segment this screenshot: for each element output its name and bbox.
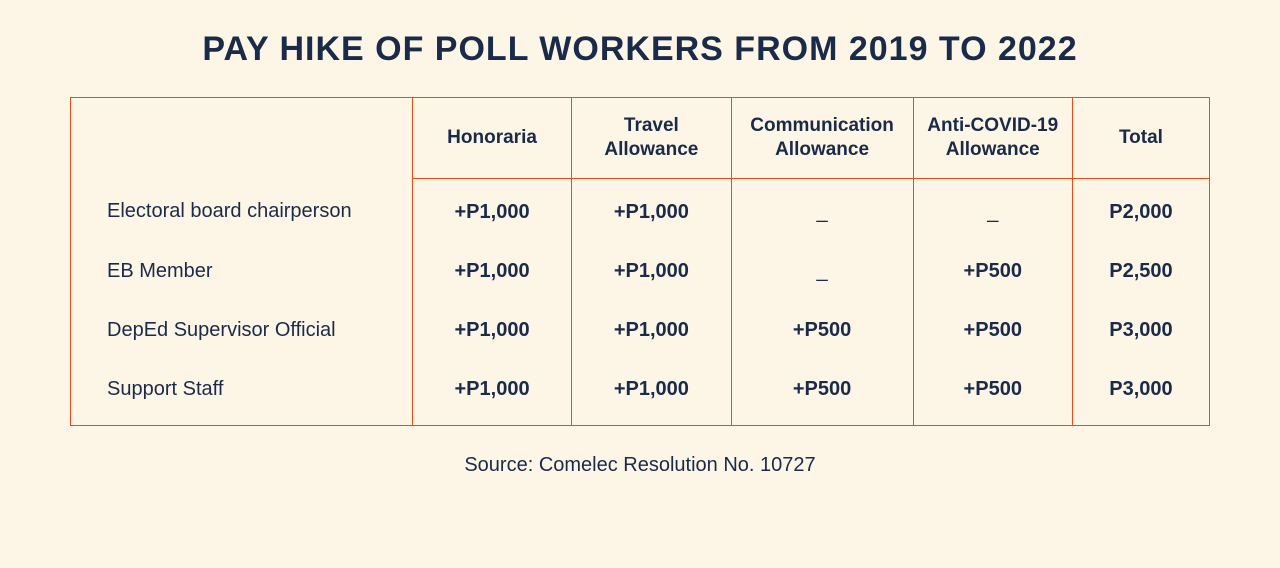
cell-travel: +P1,000 (572, 360, 731, 425)
cell-honoraria: +P1,000 (412, 242, 571, 301)
cell-travel: +P1,000 (572, 242, 731, 301)
col-header-role (71, 98, 412, 178)
cell-anti-covid: +P500 (913, 242, 1072, 301)
table-row: EB Member +P1,000 +P1,000 _ +P500 P2,500 (71, 242, 1209, 301)
cell-role: Electoral board chairperson (71, 178, 412, 242)
cell-role: EB Member (71, 242, 412, 301)
cell-anti-covid: +P500 (913, 360, 1072, 425)
cell-travel: +P1,000 (572, 178, 731, 242)
cell-honoraria: +P1,000 (412, 178, 571, 242)
cell-total: P3,000 (1072, 301, 1209, 360)
source-note: Source: Comelec Resolution No. 10727 (70, 454, 1210, 477)
table-header-row: Honoraria Travel Allowance Communication… (71, 98, 1209, 178)
cell-honoraria: +P1,000 (412, 301, 571, 360)
cell-communication: _ (731, 242, 913, 301)
cell-communication: +P500 (731, 360, 913, 425)
table-row: Support Staff +P1,000 +P1,000 +P500 +P50… (71, 360, 1209, 425)
cell-role: Support Staff (71, 360, 412, 425)
cell-total: P2,000 (1072, 178, 1209, 242)
col-header-honoraria: Honoraria (412, 98, 571, 178)
table-row: DepEd Supervisor Official +P1,000 +P1,00… (71, 301, 1209, 360)
cell-communication: +P500 (731, 301, 913, 360)
cell-total: P3,000 (1072, 360, 1209, 425)
cell-communication: _ (731, 178, 913, 242)
col-header-total: Total (1072, 98, 1209, 178)
cell-honoraria: +P1,000 (412, 360, 571, 425)
page-title: PAY HIKE OF POLL WORKERS FROM 2019 TO 20… (70, 30, 1210, 69)
cell-role: DepEd Supervisor Official (71, 301, 412, 360)
pay-hike-table: Honoraria Travel Allowance Communication… (70, 97, 1210, 426)
col-header-travel: Travel Allowance (572, 98, 731, 178)
col-header-communication: Communication Allowance (731, 98, 913, 178)
cell-anti-covid: _ (913, 178, 1072, 242)
cell-anti-covid: +P500 (913, 301, 1072, 360)
col-header-anti-covid: Anti-COVID-19 Allowance (913, 98, 1072, 178)
table-body: Electoral board chairperson +P1,000 +P1,… (71, 178, 1209, 425)
cell-total: P2,500 (1072, 242, 1209, 301)
table-row: Electoral board chairperson +P1,000 +P1,… (71, 178, 1209, 242)
cell-travel: +P1,000 (572, 301, 731, 360)
